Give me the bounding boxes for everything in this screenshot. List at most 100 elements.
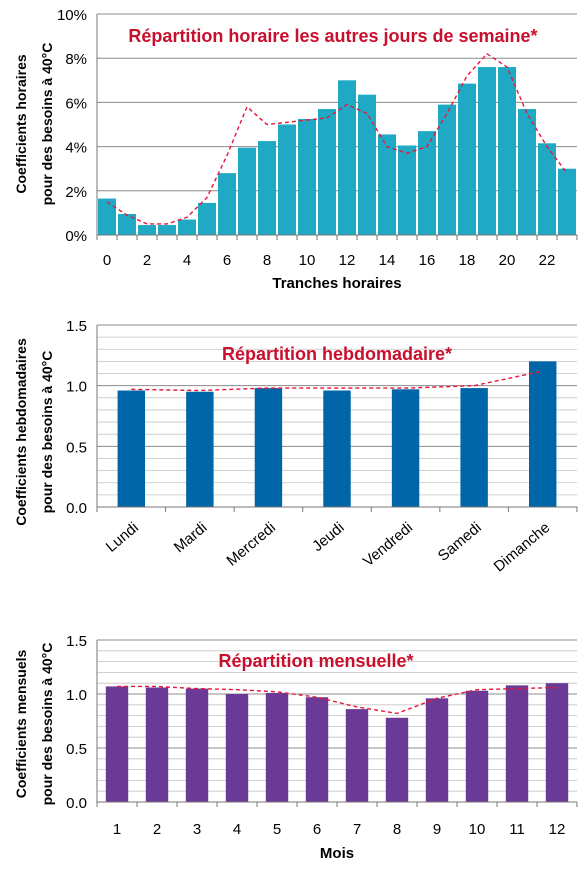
- bar: [498, 67, 516, 235]
- bar: [438, 104, 456, 235]
- bar: [138, 225, 156, 235]
- y-tick-label: 4%: [65, 140, 87, 157]
- x-tick-label: 1: [113, 821, 121, 838]
- bar: [425, 698, 449, 802]
- bar: [378, 134, 396, 235]
- x-tick-label: 7: [353, 821, 361, 838]
- chart-3: 0.00.51.01.51 2 3 4 5 6 7 8 9 10 11 12MoisCoefficie…: [13, 633, 578, 862]
- x-tick-label: 2: [143, 252, 151, 269]
- y-axis-label: Coefficients mensuels: [13, 649, 29, 798]
- trend-line: [131, 370, 543, 392]
- chart-1: 0% 2% 4% 6% 8% 10% 0 2 4 6 8 10 12 14 16 18 20 22 Tranches…: [13, 7, 578, 292]
- x-tick-label: 8: [263, 252, 271, 269]
- y-axis-label: pour des besoins à 40°C: [39, 43, 55, 206]
- bar: [385, 717, 409, 802]
- chart-title: Répartition hebdomadaire*: [222, 344, 452, 364]
- x-tick-label: 3: [193, 821, 201, 838]
- bar: [518, 109, 536, 235]
- x-tick-label: Dimanche: [491, 519, 554, 575]
- y-tick-label: 0.5: [66, 741, 87, 758]
- bar: [186, 391, 214, 507]
- y-axis-label: pour des besoins à 40°C: [39, 643, 55, 806]
- bar: [391, 389, 420, 507]
- bar: [145, 687, 169, 802]
- y-tick-label: 0.0: [66, 795, 87, 812]
- bar: [225, 694, 249, 802]
- bar: [398, 145, 416, 235]
- x-tick-label: 10: [469, 821, 486, 838]
- x-tick-label: Samedi: [435, 519, 485, 565]
- y-tick-label: 8%: [65, 51, 87, 68]
- x-tick-label: 6: [313, 821, 321, 838]
- chart-title: Répartition horaire les autres jours de …: [128, 26, 537, 46]
- bar: [529, 361, 557, 507]
- x-tick-label: 12: [549, 821, 566, 838]
- x-tick-label: 0: [103, 252, 111, 269]
- y-tick-label: 10%: [57, 7, 87, 24]
- y-tick-label: 1.0: [66, 379, 87, 396]
- y-tick-label: 6%: [65, 95, 87, 112]
- bar: [465, 690, 489, 802]
- x-tick-label: 5: [273, 821, 281, 838]
- y-tick-label: 0%: [65, 228, 87, 245]
- x-tick-label: 14: [379, 252, 396, 269]
- bar: [98, 198, 116, 235]
- y-tick-label: 0.0: [66, 500, 87, 517]
- bar: [118, 214, 136, 235]
- x-tick-label: 20: [499, 252, 516, 269]
- x-tick-label: 4: [183, 252, 191, 269]
- x-tick-label: 10: [299, 252, 316, 269]
- y-tick-label: 2%: [65, 184, 87, 201]
- bar: [323, 390, 351, 507]
- x-tick-label: 9: [433, 821, 441, 838]
- bar: [345, 709, 369, 802]
- x-tick-label: 2: [153, 821, 161, 838]
- x-tick-label: 12: [339, 252, 356, 269]
- chart-title: Répartition mensuelle*: [218, 651, 413, 671]
- x-tick-label: 8: [393, 821, 401, 838]
- bar: [278, 124, 296, 235]
- x-tick-label: 22: [539, 252, 556, 269]
- x-tick-label: 18: [459, 252, 476, 269]
- x-tick-label: Lundi: [103, 519, 142, 556]
- y-tick-label: 1.0: [66, 687, 87, 704]
- bar: [265, 692, 289, 802]
- bar: [198, 202, 216, 235]
- bar: [318, 109, 336, 235]
- x-axis-label: Mois: [320, 845, 354, 862]
- chart-2: 0.0 0.5 1.0 1.5 Lundi Mardi Mercredi Jeudi Vendr…: [13, 318, 578, 575]
- x-axis-label: Tranches horaires: [272, 275, 401, 292]
- x-tick-label: 16: [419, 252, 436, 269]
- bar: [254, 388, 283, 507]
- bar: [158, 225, 176, 235]
- bar: [238, 147, 256, 235]
- bar: [358, 94, 376, 235]
- bar: [505, 685, 529, 802]
- y-tick-label: 0.5: [66, 439, 87, 456]
- bar: [458, 83, 476, 236]
- x-tick-label: 11: [509, 821, 525, 838]
- bar: [460, 388, 488, 507]
- bar: [338, 80, 356, 235]
- bar: [545, 683, 569, 802]
- x-tick-label: Vendredi: [360, 519, 416, 570]
- x-tick-label: Jeudi: [309, 519, 347, 555]
- bar: [105, 686, 129, 802]
- y-tick-label: 1.5: [66, 318, 87, 335]
- x-tick-label: Mardi: [171, 519, 211, 556]
- y-axis-label: Coefficients horaires: [13, 54, 29, 193]
- bar: [178, 219, 196, 235]
- bar: [298, 118, 316, 235]
- bar: [538, 143, 556, 235]
- y-axis-label: Coefficients hebdomadaires: [13, 338, 29, 526]
- bar: [258, 141, 276, 235]
- x-tick-label: 4: [233, 821, 241, 838]
- bar: [478, 67, 496, 235]
- bar: [305, 697, 329, 802]
- trend-line: [117, 685, 558, 715]
- bar: [185, 688, 209, 802]
- y-axis-label: pour des besoins à 40°C: [39, 351, 55, 514]
- bar: [558, 168, 576, 235]
- y-tick-label: 1.5: [66, 633, 87, 650]
